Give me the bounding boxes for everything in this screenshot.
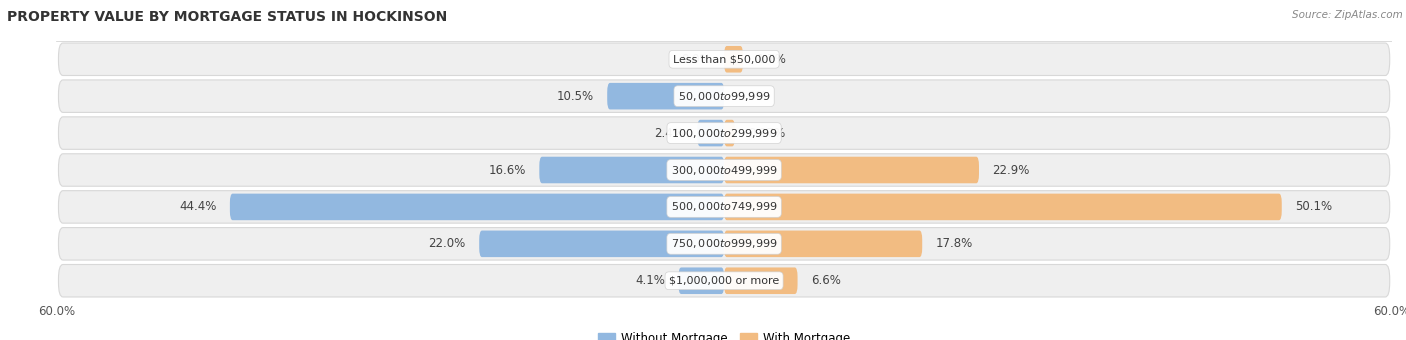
Text: 44.4%: 44.4% — [179, 200, 217, 214]
FancyBboxPatch shape — [724, 157, 979, 183]
FancyBboxPatch shape — [59, 43, 1389, 75]
Text: 0.97%: 0.97% — [748, 126, 786, 140]
Text: Source: ZipAtlas.com: Source: ZipAtlas.com — [1292, 10, 1403, 20]
Text: 0.0%: 0.0% — [681, 53, 711, 66]
FancyBboxPatch shape — [59, 80, 1389, 113]
FancyBboxPatch shape — [697, 120, 724, 147]
Text: $50,000 to $99,999: $50,000 to $99,999 — [678, 90, 770, 103]
FancyBboxPatch shape — [724, 46, 742, 72]
FancyBboxPatch shape — [724, 193, 1282, 220]
FancyBboxPatch shape — [59, 117, 1389, 149]
Text: 0.0%: 0.0% — [738, 90, 768, 103]
Text: 2.4%: 2.4% — [654, 126, 685, 140]
Text: 22.9%: 22.9% — [993, 164, 1029, 176]
Text: 16.6%: 16.6% — [489, 164, 526, 176]
FancyBboxPatch shape — [679, 268, 724, 294]
Text: 10.5%: 10.5% — [557, 90, 593, 103]
FancyBboxPatch shape — [59, 227, 1389, 260]
Text: $1,000,000 or more: $1,000,000 or more — [669, 276, 779, 286]
Text: 1.7%: 1.7% — [756, 53, 786, 66]
Legend: Without Mortgage, With Mortgage: Without Mortgage, With Mortgage — [593, 328, 855, 340]
FancyBboxPatch shape — [540, 157, 724, 183]
Text: 4.1%: 4.1% — [636, 274, 665, 287]
Text: $500,000 to $749,999: $500,000 to $749,999 — [671, 200, 778, 214]
FancyBboxPatch shape — [479, 231, 724, 257]
FancyBboxPatch shape — [59, 154, 1389, 186]
Text: $100,000 to $299,999: $100,000 to $299,999 — [671, 126, 778, 140]
Text: $750,000 to $999,999: $750,000 to $999,999 — [671, 237, 778, 250]
FancyBboxPatch shape — [607, 83, 724, 109]
Text: $300,000 to $499,999: $300,000 to $499,999 — [671, 164, 778, 176]
Text: 22.0%: 22.0% — [429, 237, 465, 250]
FancyBboxPatch shape — [724, 268, 797, 294]
FancyBboxPatch shape — [724, 120, 735, 147]
Text: PROPERTY VALUE BY MORTGAGE STATUS IN HOCKINSON: PROPERTY VALUE BY MORTGAGE STATUS IN HOC… — [7, 10, 447, 24]
Text: 6.6%: 6.6% — [811, 274, 841, 287]
Text: 50.1%: 50.1% — [1295, 200, 1333, 214]
Text: 17.8%: 17.8% — [935, 237, 973, 250]
FancyBboxPatch shape — [724, 231, 922, 257]
FancyBboxPatch shape — [59, 191, 1389, 223]
FancyBboxPatch shape — [59, 265, 1389, 297]
Text: Less than $50,000: Less than $50,000 — [673, 54, 775, 64]
FancyBboxPatch shape — [231, 193, 724, 220]
